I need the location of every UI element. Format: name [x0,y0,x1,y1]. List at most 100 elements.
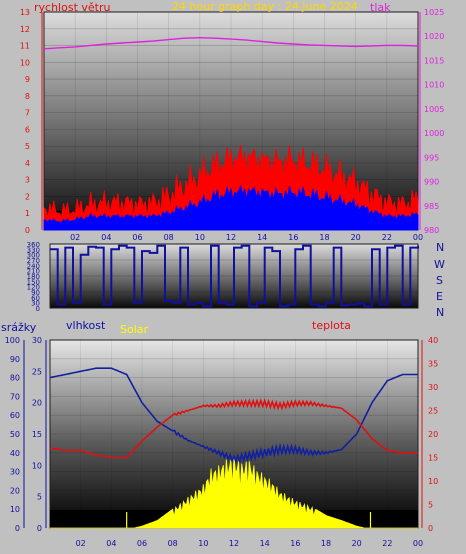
temperature-tick-label: 15 [428,454,438,463]
pressure-tick-label: 980 [424,226,439,235]
pressure-tick-label: 1005 [424,105,444,114]
humidity-label: vlhkost [66,319,106,332]
rain-tick-label: 70 [10,392,20,401]
pressure-tick-label: 995 [424,153,439,162]
temperature-tick-label: 40 [428,336,438,345]
rain-tick-label: 30 [10,468,20,477]
direction-tick-label: 180 [27,273,40,281]
hour-tick-label: 22 [382,233,392,242]
compass-n-top: N [436,241,444,254]
hour-tick-label: 04 [106,539,116,548]
rain-tick-label: 0 [15,524,20,533]
hour-tick-label: 20 [351,233,361,242]
wind-direction-series [50,244,419,308]
hour-tick-label: 16 [290,539,300,548]
direction-tick-label: 360 [27,241,40,249]
wind-speed-tick-label: 13 [20,8,30,17]
hour-tick-label: 00 [413,539,423,548]
hour-tick-label: 04 [101,233,111,242]
hour-tick-label: 20 [352,539,362,548]
hour-tick-label: 18 [319,233,329,242]
compass-e: E [436,290,443,303]
humidity-tick-label: 15 [32,430,42,439]
rain-tick-label: 20 [10,486,20,495]
rain-tick-label: 90 [10,355,20,364]
hour-tick-label: 02 [70,233,80,242]
wind-speed-tick-label: 6 [25,125,30,134]
pressure-tick-label: 1000 [424,129,444,138]
pressure-tick-label: 1020 [424,32,444,41]
hour-tick-label: 14 [257,233,267,242]
wind-speed-tick-label: 0 [25,226,30,235]
hour-tick-label: 22 [382,539,392,548]
wind-average-series [43,184,419,231]
humidity-tick-label: 20 [32,399,42,408]
hour-tick-label: 08 [164,233,174,242]
direction-tick-label: 150 [27,278,40,286]
direction-tick-label: 240 [27,262,40,270]
chart-title: 24 hour graph day : 24 June 2024 [172,0,358,13]
pressure-tick-label: 985 [424,202,439,211]
compass-n-bottom: N [436,306,444,319]
humidity-series [49,367,418,465]
hour-tick-label: 06 [137,539,147,548]
rain-tick-label: 40 [10,449,20,458]
hour-tick-label: 08 [168,539,178,548]
wind-speed-tick-label: 8 [25,92,30,101]
humidity-tick-label: 10 [32,461,42,470]
hour-tick-label: 18 [321,539,331,548]
rain-label: srážky [1,321,37,334]
humidity-tick-label: 30 [32,336,42,345]
temperature-tick-label: 20 [428,430,438,439]
wind-speed-tick-label: 3 [25,176,30,185]
pressure-label: tlak [370,1,391,14]
rain-tick-label: 100 [5,336,20,345]
wind-speed-tick-label: 10 [20,58,30,67]
temperature-tick-label: 5 [428,501,433,510]
temperature-tick-label: 30 [428,383,438,392]
hour-tick-label: 02 [76,539,86,548]
direction-tick-label: 270 [27,257,40,265]
pressure-series [43,36,419,50]
temperature-series [49,398,418,459]
wind-speed-tick-label: 2 [25,192,30,201]
hour-tick-label: 10 [198,539,208,548]
wind-speed-tick-label: 4 [25,159,30,168]
hour-tick-label: 12 [229,539,239,548]
hour-tick-label: 14 [260,539,270,548]
rain-tick-label: 80 [10,374,20,383]
direction-tick-label: 30 [31,300,40,308]
direction-tick-label: 0 [36,305,40,313]
hour-tick-label: 10 [195,233,205,242]
direction-tick-label: 120 [27,284,40,292]
humidity-tick-label: 5 [37,493,42,502]
hour-tick-label: 12 [226,233,236,242]
temperature-tick-label: 25 [428,407,438,416]
wind-speed-tick-label: 1 [25,209,30,218]
wind-speed-tick-label: 12 [20,25,30,34]
hour-tick-label: 00 [413,233,423,242]
wind-speed-tick-label: 5 [25,142,30,151]
rain-tick-label: 60 [10,411,20,420]
wind-speed-tick-label: 7 [25,109,30,118]
pressure-tick-label: 1025 [424,8,444,17]
wind-speed-tick-label: 9 [25,75,30,84]
pressure-tick-label: 990 [424,178,439,187]
direction-tick-label: 90 [31,289,40,297]
pressure-tick-label: 1010 [424,81,444,90]
wind-speed-tick-label: 11 [20,42,30,51]
solar-label: Solar [120,323,149,336]
temperature-tick-label: 10 [428,477,438,486]
compass-s: S [436,274,443,287]
direction-tick-label: 300 [27,252,40,260]
humidity-tick-label: 25 [32,367,42,376]
direction-tick-label: 60 [31,294,40,302]
humidity-tick-label: 0 [37,524,42,533]
rain-tick-label: 10 [10,505,20,514]
rain-tick-label: 50 [10,430,20,439]
temperature-tick-label: 0 [428,524,433,533]
temperature-label: teplota [312,319,351,332]
compass-w: W [434,258,445,271]
